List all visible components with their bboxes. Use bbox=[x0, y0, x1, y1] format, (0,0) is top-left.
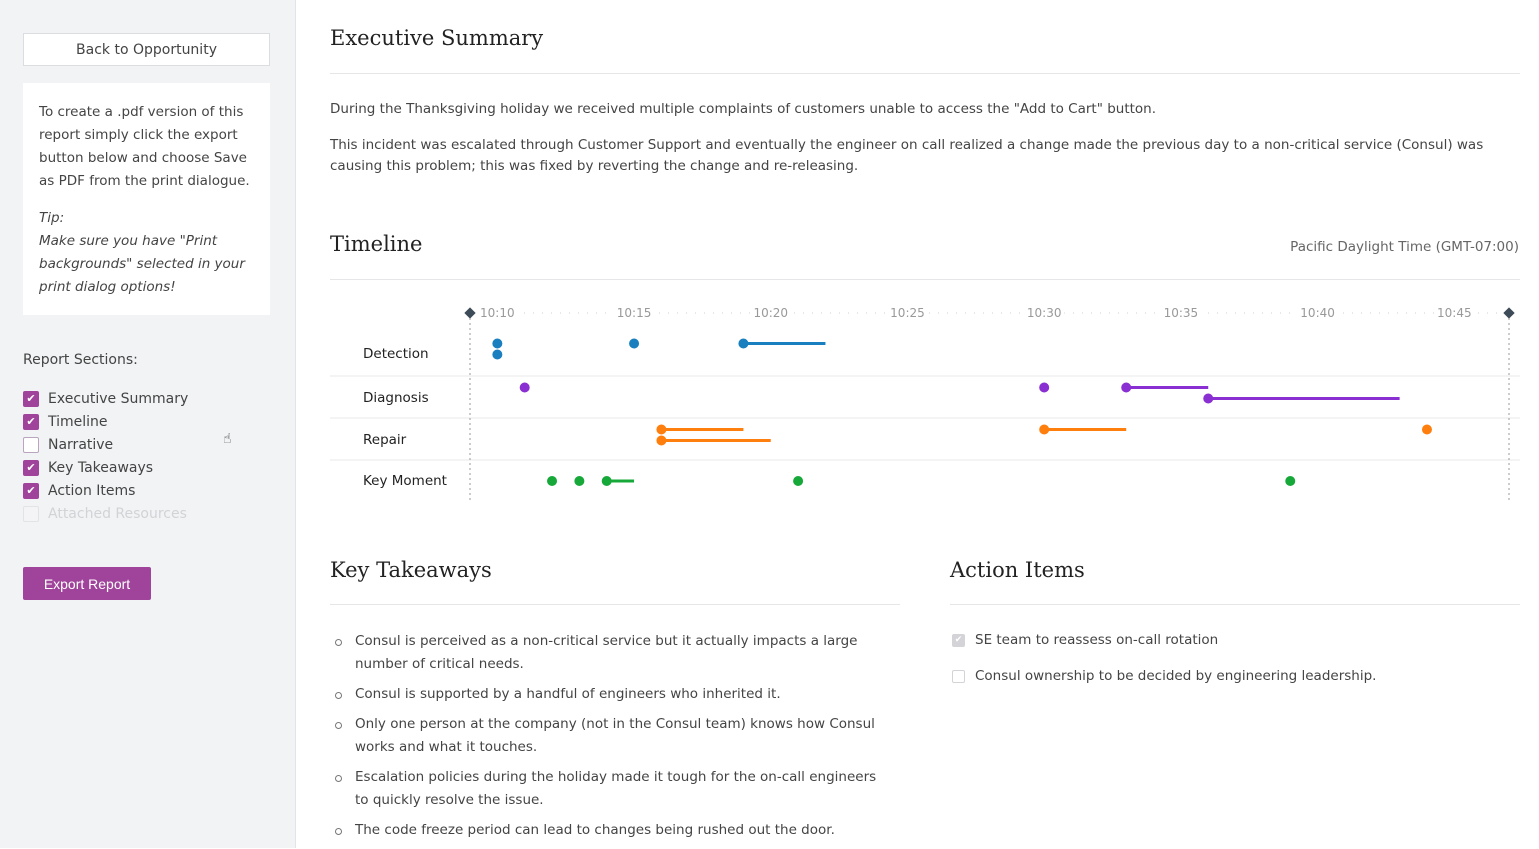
tick-label: 10:35 bbox=[1164, 306, 1199, 320]
tick-label-bg bbox=[887, 307, 928, 320]
event-point bbox=[793, 476, 804, 486]
divider bbox=[330, 279, 1520, 280]
event-point bbox=[1121, 382, 1132, 393]
section-checkbox-executive-summary[interactable]: ✔ Executive Summary bbox=[23, 387, 188, 410]
checkbox-checked-icon[interactable]: ✔ bbox=[23, 413, 39, 430]
takeaway-item: Escalation policies during the holiday m… bbox=[333, 766, 893, 812]
action-item[interactable]: ✔ SE team to reassess on-call rotation bbox=[952, 632, 1218, 648]
range-marker-icon bbox=[1503, 307, 1515, 319]
tick-label: 10:25 bbox=[890, 306, 925, 320]
tick-label-bg bbox=[1297, 307, 1338, 320]
checkbox-checked-icon[interactable]: ✔ bbox=[952, 633, 965, 647]
report-sections-list: ✔ Executive Summary ✔ Timeline Narrative ✔… bbox=[23, 387, 188, 525]
tick-label-bg bbox=[614, 307, 655, 320]
tick-label-bg bbox=[1024, 307, 1065, 320]
key-takeaways-title: Key Takeaways bbox=[330, 558, 492, 582]
tick-label-bg bbox=[750, 307, 791, 320]
divider bbox=[330, 604, 900, 605]
tick-label: 10:40 bbox=[1300, 306, 1335, 320]
divider bbox=[950, 604, 1520, 605]
tick-label: 10:10 bbox=[480, 306, 515, 320]
takeaway-item: The code freeze period can lead to chang… bbox=[333, 819, 893, 842]
tick-label-bg bbox=[1160, 307, 1201, 320]
timezone-label: Pacific Daylight Time (GMT-07:00) bbox=[1290, 239, 1519, 255]
tick-label: 10:30 bbox=[1027, 306, 1062, 320]
takeaways-list: Consul is perceived as a non-critical se… bbox=[333, 630, 893, 849]
action-items-title: Action Items bbox=[950, 558, 1085, 582]
event-point bbox=[601, 476, 612, 486]
tick-label-bg bbox=[1434, 307, 1475, 320]
hand-cursor-icon: ☝ bbox=[223, 431, 232, 447]
event-point bbox=[738, 338, 749, 349]
checkbox-checked-icon[interactable]: ✔ bbox=[23, 390, 39, 407]
sidebar: Back to Opportunity To create a .pdf ver… bbox=[0, 0, 296, 848]
event-point bbox=[1203, 393, 1214, 404]
event-point bbox=[1285, 476, 1296, 486]
row-label: Key Moment bbox=[363, 473, 447, 489]
export-instructions: To create a .pdf version of this report … bbox=[23, 83, 270, 315]
section-checkbox-narrative[interactable]: Narrative bbox=[23, 433, 188, 456]
executive-summary-title: Executive Summary bbox=[330, 26, 544, 50]
section-label: Narrative bbox=[48, 436, 114, 453]
report-sections-label: Report Sections: bbox=[23, 352, 138, 368]
checkbox-unchecked-icon[interactable] bbox=[23, 436, 39, 453]
row-label: Repair bbox=[363, 432, 407, 448]
row-label: Detection bbox=[363, 346, 429, 362]
takeaway-item: Only one person at the company (not in t… bbox=[333, 713, 893, 759]
section-checkbox-key-takeaways[interactable]: ✔ Key Takeaways bbox=[23, 456, 188, 479]
checkbox-checked-icon[interactable]: ✔ bbox=[23, 482, 39, 499]
action-item[interactable]: Consul ownership to be decided by engine… bbox=[952, 668, 1376, 684]
section-label: Action Items bbox=[48, 482, 136, 499]
section-label: Attached Resources bbox=[48, 505, 187, 522]
back-to-opportunity-button[interactable]: Back to Opportunity bbox=[23, 33, 270, 66]
tip-text: Make sure you have "Print backgrounds" s… bbox=[39, 233, 245, 295]
row-label: Diagnosis bbox=[363, 390, 429, 406]
range-marker-icon bbox=[464, 307, 476, 319]
section-label: Executive Summary bbox=[48, 390, 189, 407]
section-label: Key Takeaways bbox=[48, 459, 154, 476]
event-point bbox=[492, 338, 503, 349]
section-checkbox-attached-resources: Attached Resources bbox=[23, 502, 188, 525]
tip: Tip: Make sure you have "Print backgroun… bbox=[39, 207, 254, 299]
tip-title: Tip: bbox=[39, 210, 65, 226]
event-point bbox=[574, 476, 585, 486]
event-point bbox=[656, 435, 667, 446]
event-point bbox=[547, 476, 558, 486]
tick-label-bg bbox=[477, 307, 518, 320]
action-item-label: SE team to reassess on-call rotation bbox=[975, 632, 1219, 648]
instructions-text: To create a .pdf version of this report … bbox=[39, 104, 250, 189]
divider bbox=[330, 73, 1520, 74]
event-point bbox=[1039, 382, 1050, 393]
event-point bbox=[1039, 424, 1050, 435]
tick-label: 10:45 bbox=[1437, 306, 1472, 320]
summary-paragraph-2: This incident was escalated through Cust… bbox=[330, 137, 1484, 174]
tick-label: 10:20 bbox=[753, 306, 788, 320]
summary-paragraph-1: During the Thanksgiving holiday we recei… bbox=[330, 101, 1157, 117]
action-item-label: Consul ownership to be decided by engine… bbox=[975, 668, 1377, 684]
section-checkbox-timeline[interactable]: ✔ Timeline bbox=[23, 410, 188, 433]
tick-label: 10:15 bbox=[617, 306, 652, 320]
export-report-button[interactable]: Export Report bbox=[23, 567, 151, 600]
takeaway-item: Consul is supported by a handful of engi… bbox=[333, 683, 893, 706]
checkbox-unchecked-icon[interactable] bbox=[952, 669, 965, 683]
checkbox-disabled-icon bbox=[23, 505, 39, 522]
section-label: Timeline bbox=[48, 413, 108, 430]
timeline-chart: 10:10 10:15 10:20 10:25 10:30 10:35 10:40 10:45… bbox=[330, 306, 1520, 500]
event-point bbox=[519, 382, 530, 393]
event-point bbox=[1421, 424, 1432, 435]
event-point bbox=[629, 338, 640, 349]
takeaway-item: Consul is perceived as a non-critical se… bbox=[333, 630, 893, 676]
event-point bbox=[492, 349, 503, 360]
checkbox-checked-icon[interactable]: ✔ bbox=[23, 459, 39, 476]
event-point bbox=[656, 424, 667, 435]
section-checkbox-action-items[interactable]: ✔ Action Items bbox=[23, 479, 188, 502]
timeline-title: Timeline bbox=[330, 232, 423, 256]
